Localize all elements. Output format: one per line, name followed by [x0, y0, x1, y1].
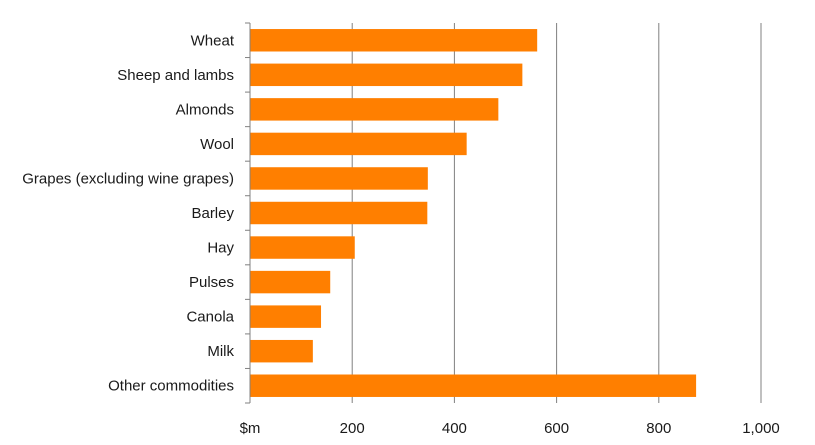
x-tick-label: 400 — [442, 420, 467, 437]
category-label: Almonds — [176, 101, 234, 118]
bar — [250, 339, 313, 363]
bar — [250, 98, 499, 121]
tick-labels: $m 200 400 600 800 1,000 — [240, 420, 780, 437]
category-label: Hay — [207, 240, 234, 257]
bar — [250, 63, 523, 87]
category-label: Canola — [186, 309, 234, 326]
x-tick-label: 1,000 — [742, 420, 780, 437]
category-labels: Wheat Sheep and lambs Almonds Wool Grapes (e… — [22, 32, 235, 394]
bar — [250, 374, 697, 397]
x-tick-label: 200 — [340, 420, 365, 437]
x-tick-label: 600 — [544, 420, 569, 437]
bar — [250, 236, 355, 259]
bar — [250, 270, 331, 294]
category-label: Barley — [191, 205, 234, 222]
category-label: Grapes (excluding wine grapes) — [22, 170, 234, 187]
category-label: Pulses — [189, 274, 234, 291]
bar — [250, 167, 428, 190]
x-tick-label: $m — [240, 420, 261, 437]
category-label: Sheep and lambs — [117, 67, 234, 84]
bar — [250, 29, 538, 52]
x-tick-label: 800 — [646, 420, 671, 437]
category-label: Wool — [200, 136, 234, 153]
category-label: Other commodities — [108, 378, 234, 395]
bar — [250, 305, 322, 328]
category-label: Milk — [207, 343, 234, 360]
bars — [250, 29, 697, 397]
bar — [250, 132, 467, 156]
bar — [250, 201, 428, 225]
category-label: Wheat — [191, 32, 235, 49]
gridlines — [351, 23, 762, 403]
value-axis — [245, 22, 251, 404]
